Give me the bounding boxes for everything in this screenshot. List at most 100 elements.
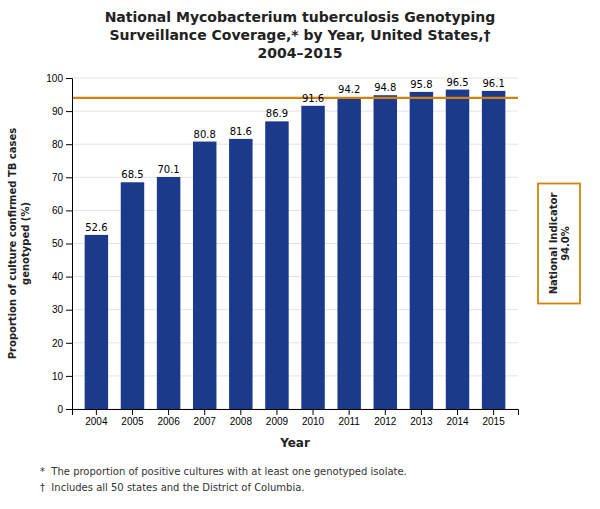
x-tick-mark	[132, 409, 133, 415]
x-tick: 2011	[338, 409, 360, 427]
y-axis-line	[66, 79, 73, 410]
bar	[410, 92, 433, 409]
bar	[337, 97, 360, 409]
y-tick: 50	[52, 238, 72, 249]
data-label: 96.1	[482, 78, 504, 89]
bar	[482, 91, 505, 409]
x-tick: 2014	[446, 409, 469, 427]
x-axis-line	[73, 410, 519, 416]
x-tick-label: 2004	[85, 416, 108, 427]
title: National Mycobacterium tuberculosis Geno…	[105, 9, 496, 61]
x-tick-label: 2015	[482, 416, 505, 427]
y-tick-mark	[66, 144, 72, 145]
y-tick-mark	[66, 78, 72, 79]
data-label: 94.8	[374, 82, 396, 93]
bar	[121, 182, 144, 409]
data-label: 52.6	[85, 222, 107, 233]
bar	[301, 106, 324, 409]
reference-line	[72, 97, 518, 99]
y-tick-mark	[66, 210, 72, 211]
x-tick-label: 2010	[302, 416, 325, 427]
y-tick: 90	[52, 106, 72, 117]
x-tick-mark	[313, 409, 314, 415]
y-tick-mark	[66, 244, 72, 245]
y-axis-title: Proportion of culture confirmed TB cases…	[7, 128, 31, 359]
y-tick: 40	[52, 271, 72, 282]
x-tick-label: 2013	[410, 416, 433, 427]
y-tick-mark	[66, 111, 72, 112]
x-tick-mark	[421, 409, 422, 415]
y-tick: 20	[52, 338, 72, 349]
x-tick: 2004	[85, 409, 108, 427]
y-axis: 0 10 20 30 40 50 60 70 80 90 100	[46, 73, 72, 415]
y-tick-label: 40	[52, 271, 64, 282]
x-tick-label: 2007	[194, 416, 217, 427]
x-tick-mark	[204, 409, 205, 415]
data-label: 86.9	[266, 108, 288, 119]
x-tick-mark	[168, 409, 169, 415]
y-tick: 10	[52, 371, 72, 382]
reference-label-box	[538, 184, 580, 304]
grid	[72, 78, 518, 409]
data-label: 96.5	[446, 77, 468, 88]
data-label: 91.6	[302, 93, 324, 104]
x-tick-mark	[385, 409, 386, 415]
reference-label: National Indicator94.0%	[538, 184, 580, 304]
data-label: 81.6	[230, 126, 252, 137]
x-tick: 2005	[121, 409, 144, 427]
y-tick: 30	[52, 304, 72, 315]
x-tick-mark	[96, 409, 97, 415]
y-tick-label: 70	[52, 172, 64, 183]
y-tick: 0	[57, 404, 72, 415]
x-tick-label: 2008	[230, 416, 253, 427]
x-tick: 2006	[157, 409, 180, 427]
x-tick-mark	[349, 409, 350, 415]
x-tick-label: 2012	[374, 416, 397, 427]
y-tick: 100	[46, 73, 72, 84]
footnote: † Includes all 50 states and the Distric…	[40, 482, 305, 493]
x-tick: 2010	[302, 409, 325, 427]
x-tick-label: 2009	[266, 416, 289, 427]
data-label: 95.8	[410, 79, 432, 90]
chart: National Mycobacterium tuberculosis Geno…	[0, 0, 600, 509]
bar	[85, 235, 108, 409]
y-tick-label: 100	[46, 73, 63, 84]
x-tick: 2013	[410, 409, 433, 427]
y-tick-label: 60	[52, 205, 64, 216]
y-tick-mark	[66, 376, 72, 377]
x-tick-mark	[240, 409, 241, 415]
data-label: 80.8	[194, 129, 216, 140]
y-tick-label: 0	[57, 404, 63, 415]
footnote: * The proportion of positive cultures wi…	[40, 466, 407, 477]
x-tick: 2015	[482, 409, 505, 427]
x-tick-label: 2011	[338, 416, 360, 427]
y-tick-mark	[66, 277, 72, 278]
x-tick: 2012	[374, 409, 397, 427]
bar	[157, 177, 180, 409]
x-axis-title: Year	[279, 436, 310, 450]
y-tick-mark	[66, 343, 72, 344]
y-tick-mark	[66, 409, 72, 410]
bar	[446, 90, 469, 409]
bar	[265, 121, 288, 409]
bar	[229, 139, 252, 409]
bar	[193, 142, 216, 409]
x-tick: 2007	[194, 409, 217, 427]
x-axis: 2004 2005 2006 2007 2008 2009 2010 2011 2012 2013…	[73, 409, 519, 427]
data-labels: 52.668.570.180.881.686.991.694.294.895.8…	[85, 77, 505, 233]
x-tick-label: 2005	[121, 416, 144, 427]
y-tick-label: 50	[52, 238, 64, 249]
y-tick-mark	[66, 177, 72, 178]
x-tick: 2008	[230, 409, 253, 427]
y-tick-label: 80	[52, 139, 64, 150]
data-label: 68.5	[121, 169, 143, 180]
x-tick-label: 2006	[157, 416, 180, 427]
y-tick: 80	[52, 139, 72, 150]
x-tick-mark	[493, 409, 494, 415]
y-tick-label: 20	[52, 338, 64, 349]
plot: 52.668.570.180.881.686.991.694.294.895.8…	[7, 73, 519, 450]
y-tick-mark	[66, 310, 72, 311]
data-label: 70.1	[157, 164, 179, 175]
marks	[72, 90, 518, 409]
y-tick: 70	[52, 172, 72, 183]
